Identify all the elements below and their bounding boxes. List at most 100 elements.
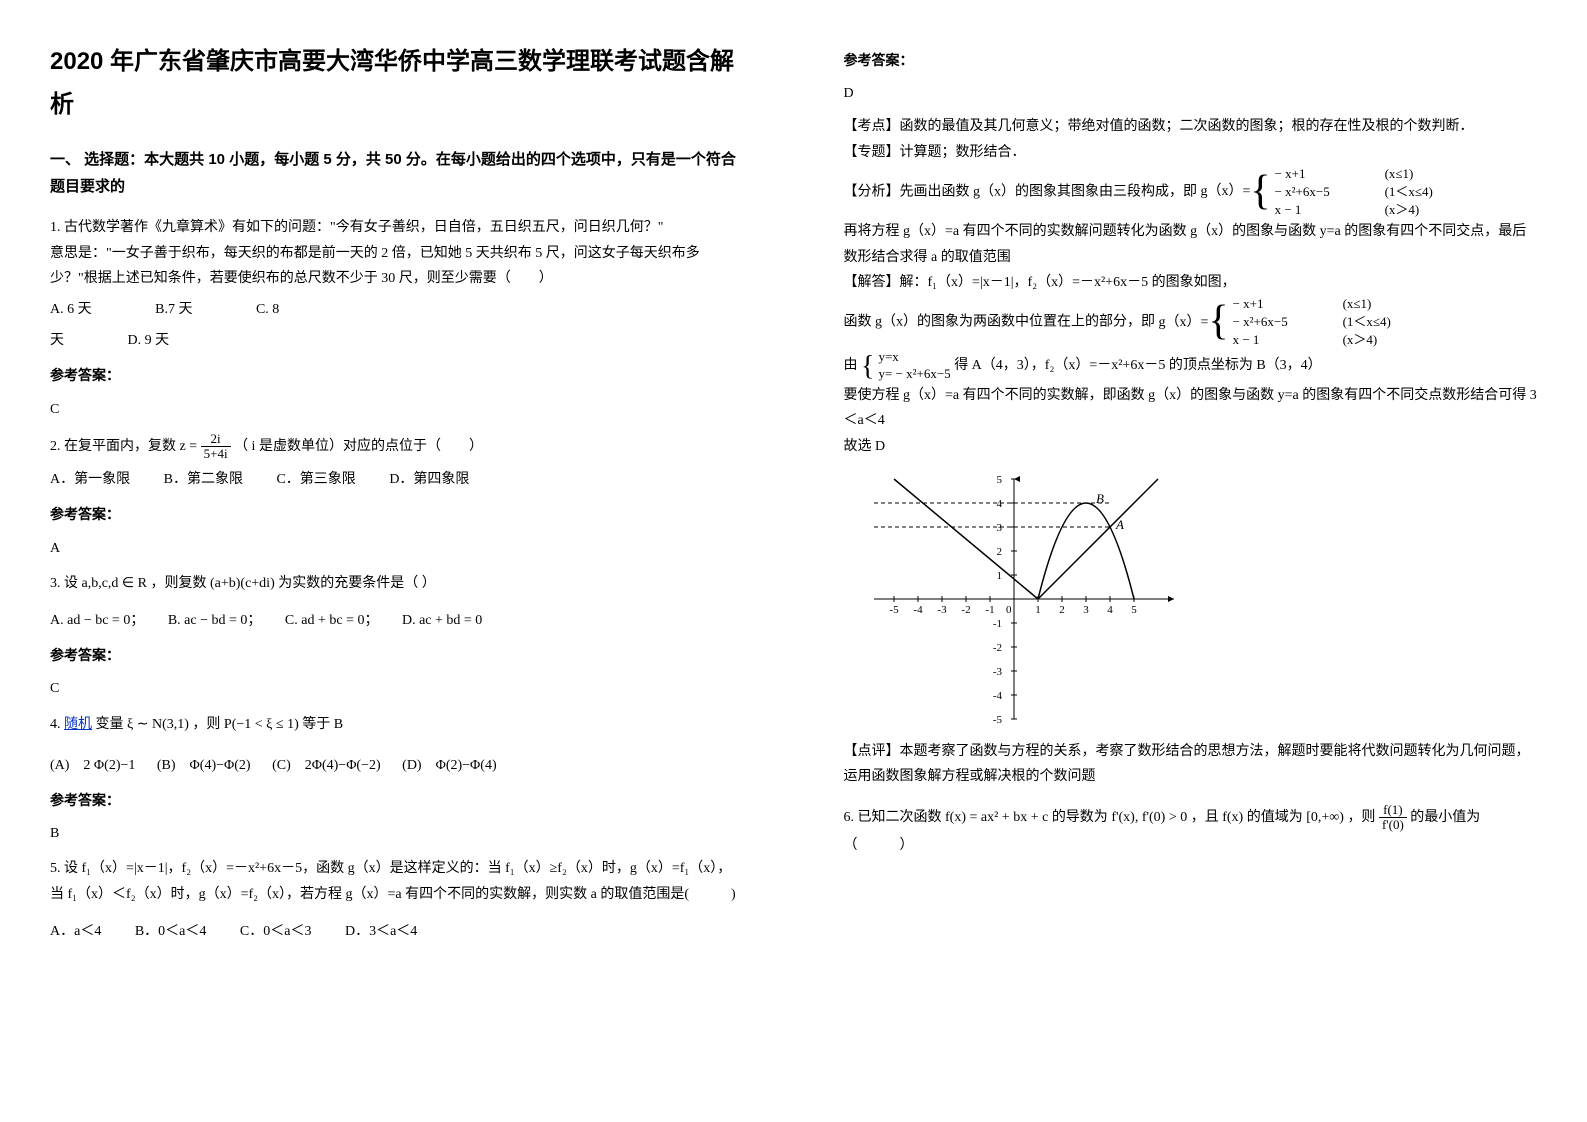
q5-zhuanti: 【专题】计算题；数形结合． [844,140,1538,165]
svg-text:-3: -3 [992,666,1002,678]
q5-sys-label: 由 [844,359,858,374]
q5-fenxi-pre: 【分析】先画出函数 g（x）的图象其图象由三段构成，即 [844,184,1198,199]
question-2: 2. 在复平面内，复数 z = 2i 5+4i （ i 是虚数单位）对应的点位于… [50,432,744,493]
svg-text:-1: -1 [985,604,994,616]
svg-text:5: 5 [1131,604,1137,616]
q5-guxuan: 故选 D [844,434,1538,459]
p2r: (1＜x≤4) [1385,183,1475,201]
q2-option-c: C．第三象限 [276,472,355,487]
q2-pre: 2. 在复平面内，复数 [50,439,180,454]
q5-sys-post: 得 A（4，3），f₂（x）=－x²+6x－5 的顶点坐标为 B（3，4） [954,359,1321,374]
q3-sep-b: ； [247,613,261,628]
question-1: 1. 古代数学著作《九章算术》有如下的问题："今有女子善织，日自倍，五日织五尺，… [50,215,744,353]
q5-option-b: B．0＜a＜4 [135,924,207,939]
q5-sys-row: 由 { y=x y= − x²+6x−5 得 A（4，3），f₂（x）=－x²+… [844,349,1538,383]
p1l2: − x+1 [1233,295,1343,313]
p2l2: − x²+6x−5 [1233,313,1343,331]
q6-mid5: ，则 [1347,810,1375,825]
q6-frac-num: f(1) [1379,803,1407,818]
q2-frac-den: 5+4i [201,447,231,461]
ref-label-5: 参考答案： [844,48,1538,73]
q3-mid: ，则复数 [150,576,206,591]
sys1: y=x [878,349,950,366]
svg-text:-5: -5 [889,604,899,616]
q2-formula: z = 2i 5+4i [180,439,235,454]
ref-label-2: 参考答案： [50,502,744,527]
q2-frac-num: 2i [201,432,231,447]
q1-answer: C [50,397,744,422]
ref-label-1: 参考答案： [50,363,744,388]
svg-text:3: 3 [996,522,1002,534]
q1-text-1: 1. 古代数学著作《九章算术》有如下的问题："今有女子善织，日自倍，五日织五尺，… [50,215,744,240]
brace-icon-3: { [861,354,874,379]
q4-option-a: (A) 2 Φ(2)−1 [50,758,135,773]
q4-link[interactable]: 随机 [64,717,92,732]
p3l: x − 1 [1275,201,1385,219]
svg-text:2: 2 [1059,604,1065,616]
question-3: 3. 设 a,b,c,d ∈ R ，则复数 (a+b)(c+di) 为实数的充要… [50,571,744,633]
svg-text:-2: -2 [992,642,1001,654]
p2l: − x²+6x−5 [1275,183,1385,201]
q6-pre: 6. 已知二次函数 [844,810,942,825]
q2-answer: A [50,536,744,561]
p1r2: (x≤1) [1343,295,1433,313]
q4-pre: 4. [50,717,64,732]
question-4: 4. 随机 变量 ξ ∼ N(3,1) ，则 P(−1 < ξ ≤ 1) 等于 … [50,712,744,778]
q4-var: ξ ∼ N(3,1) [127,717,189,732]
q3-expr: (a+b)(c+di) [210,576,275,591]
q4-option-d: (D) Φ(2)−Φ(4) [402,758,496,773]
q1-option-b: B.7 天 [155,297,192,322]
svg-text:-3: -3 [937,604,947,616]
q5-piecewise-1: g（x）= { − x+1(x≤1) − x²+6x−5(1＜x≤4) x − … [1201,165,1475,220]
q1-option-c: C. 8 [256,297,279,322]
q3-pre: 3. 设 [50,576,78,591]
brace-icon: { [1250,173,1270,211]
q3-cond: a,b,c,d ∈ R [82,576,147,591]
q5-kaodian: 【考点】函数的最值及其几何意义；带绝对值的函数；二次函数的图象；根的存在性及根的… [844,114,1538,139]
q3-sep-c: ； [364,613,378,628]
q6-fx: f(x) = ax² + bx + c [945,810,1048,825]
q2-post: （ i 是虚数单位）对应的点位于（ ） [234,439,483,454]
svg-text:-4: -4 [992,690,1002,702]
q4-prob: P(−1 < ξ ≤ 1) [224,717,299,732]
svg-text:4: 4 [996,498,1002,510]
p1l: − x+1 [1275,165,1385,183]
q5-g-label: g（x）= [1201,179,1251,204]
svg-text:1: 1 [1035,604,1041,616]
q5-answer: D [844,81,1538,106]
svg-text:3: 3 [1083,604,1089,616]
p3r2: (x＞4) [1343,331,1433,349]
q4-post: 等于 B [302,717,343,732]
q3-option-d: D. ac + bd = 0 [402,613,482,628]
svg-text:2: 2 [996,546,1002,558]
q5-jieda-pre: 【解答】解：f₁（x）=|x－1|，f₂（x）=－x²+6x－5 的图象如图， [844,270,1538,295]
page-title: 2020 年广东省肇庆市高要大湾华侨中学高三数学理联考试题含解析 [50,40,744,126]
q6-fpx: f'(x), f'(0) > 0 [1111,810,1187,825]
q5-option-a: A．a＜4 [50,924,101,939]
q3-answer: C [50,676,744,701]
q4-answer: B [50,821,744,846]
ref-label-3: 参考答案： [50,643,744,668]
q6-mid4: 的值域为 [1247,810,1303,825]
q6-mid2: ，且 [1191,810,1219,825]
q2-option-a: A．第一象限 [50,472,130,487]
q4-option-c: (C) 2Φ(4)−Φ(−2) [272,758,381,773]
q2-lhs: z = [180,439,201,454]
chart-label-b: B [1096,491,1104,506]
question-6: 6. 已知二次函数 f(x) = ax² + bx + c 的导数为 f'(x)… [844,803,1538,858]
question-5: 5. 设 f₁（x）=|x－1|，f₂（x）=－x²+6x－5，函数 g（x）是… [50,856,744,944]
q6-range: [0,+∞) [1306,810,1344,825]
q2-option-b: B．第二象限 [164,472,243,487]
svg-text:-5: -5 [992,714,1002,726]
chart-label-a: A [1115,517,1124,532]
q1-option-break: 天 [50,328,64,353]
q6-mid3: f(x) [1222,810,1243,825]
p2r2: (1＜x≤4) [1343,313,1433,331]
q5-jieda-mid-row: 函数 g（x）的图象为两函数中位置在上的部分，即 g（x）= { − x+1(x… [844,295,1538,350]
svg-text:1: 1 [996,570,1002,582]
q2-option-d: D．第四象限 [389,472,469,487]
q1-text-2: 意思是："一女子善于织布，每天织的布都是前一天的 2 倍，已知她 5 天共织布 … [50,241,744,291]
svg-text:-1: -1 [992,618,1001,630]
q5-piecewise-2: g（x）= { − x+1(x≤1) − x²+6x−5(1＜x≤4) x − … [1159,295,1433,350]
q5-g-label-2: g（x）= [1159,310,1209,335]
